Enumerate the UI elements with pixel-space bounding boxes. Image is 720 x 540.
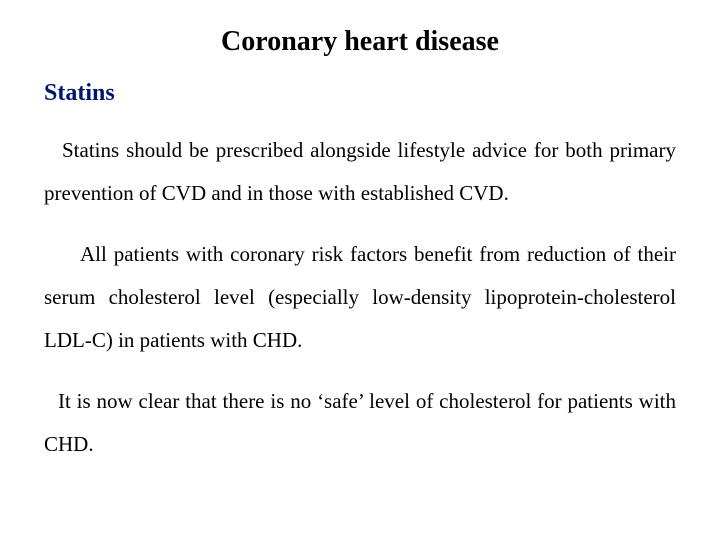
section-subheading: Statins [44,80,676,107]
page-title: Coronary heart disease [44,26,676,58]
paragraph-2: All patients with coronary risk factors … [44,233,676,362]
paragraph-1: Statins should be prescribed alongside l… [44,129,676,215]
paragraph-3: It is now clear that there is no ‘safe’ … [44,380,676,466]
slide-container: Coronary heart disease Statins Statins s… [0,0,720,540]
